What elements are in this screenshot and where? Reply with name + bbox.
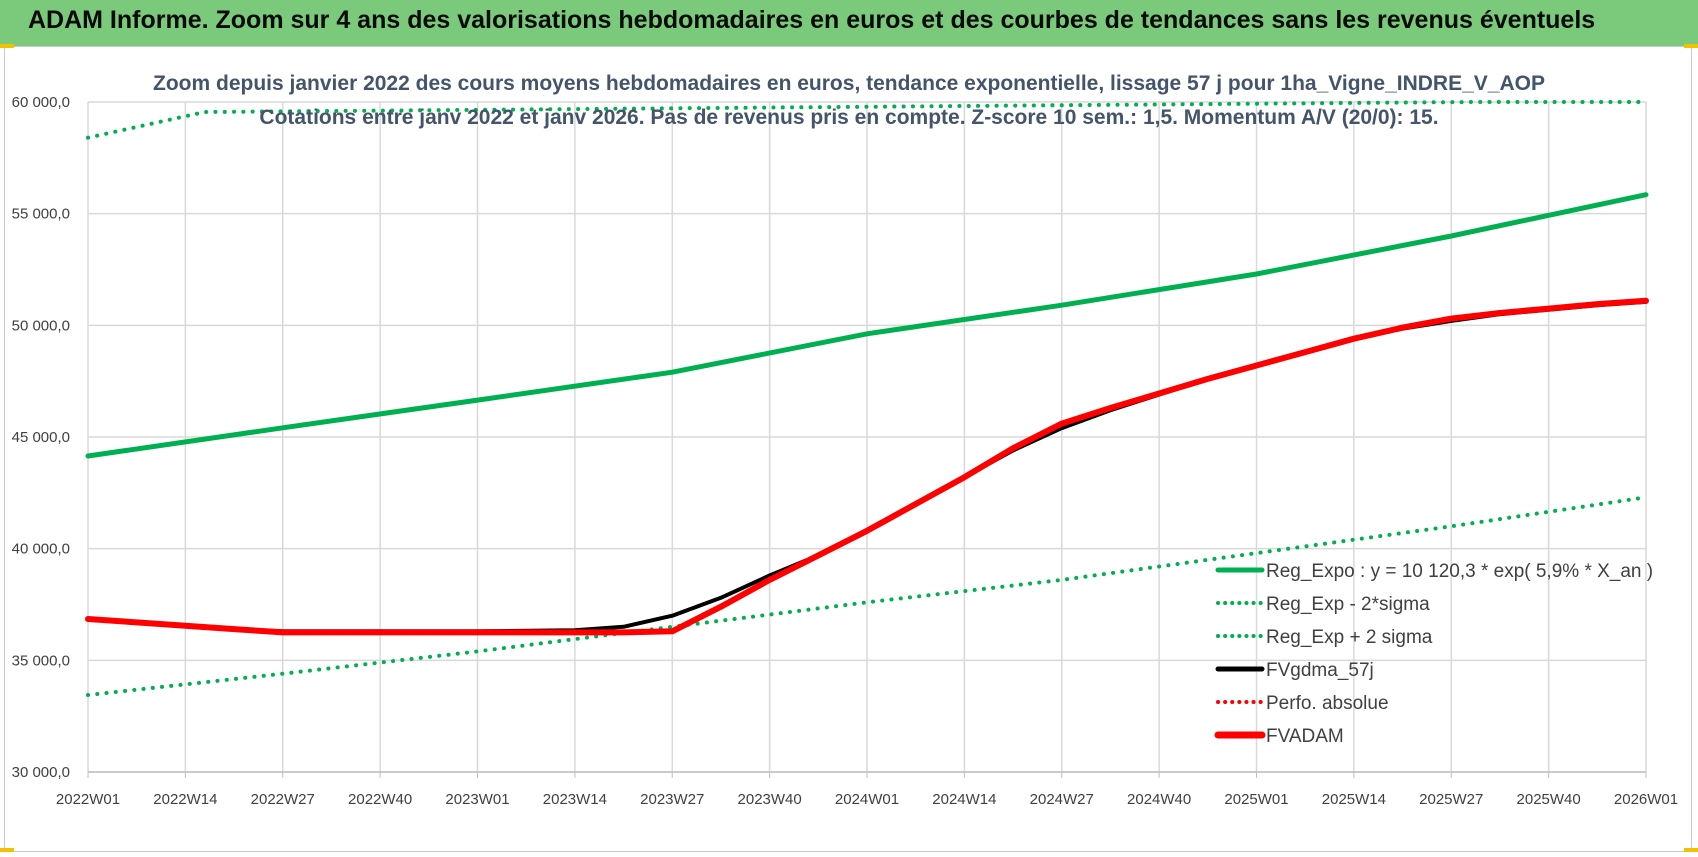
series-line-reg-exp — [86, 100, 1648, 140]
chart-grid — [87, 101, 1647, 773]
y-axis: 30 000,0 35 000,0 40 000,0 45 000,0 50 000,0… — [12, 94, 70, 781]
x-tick-label: 2024W40 — [1127, 791, 1191, 808]
y-tick-label: 60 000,0 — [12, 94, 70, 111]
x-tick-label: 2023W27 — [640, 791, 704, 808]
x-tick-label: 2026W01 — [1614, 791, 1678, 808]
series-line-reg-expo — [85, 192, 1649, 459]
series-line-fvadam — [85, 297, 1649, 636]
x-tick-label: 2023W40 — [738, 791, 802, 808]
corner-mark — [1684, 848, 1698, 852]
x-tick-label: 2025W27 — [1419, 791, 1483, 808]
x-tick-label: 2023W14 — [543, 791, 607, 808]
x-axis: 2022W01 2022W14 2022W27 2022W40 2023W01 2023W… — [56, 771, 1678, 808]
y-tick-label: 50 000,0 — [12, 317, 70, 334]
legend-label: Perfo. absolue — [1266, 693, 1389, 714]
y-tick-label: 45 000,0 — [12, 429, 70, 446]
x-tick-label: 2025W40 — [1517, 791, 1581, 808]
corner-mark — [0, 44, 14, 48]
y-tick-label: 35 000,0 — [12, 652, 70, 669]
legend-label: Reg_Exp - 2*sigma — [1266, 594, 1430, 615]
y-tick-label: 55 000,0 — [12, 206, 70, 223]
x-tick-label: 2022W40 — [348, 791, 412, 808]
x-tick-label: 2024W01 — [835, 791, 899, 808]
corner-mark — [1684, 44, 1698, 48]
y-tick-label: 40 000,0 — [12, 541, 70, 558]
legend-label: Reg_Expo : y = 10 120,3 * exp( 5,9% * X_… — [1266, 561, 1653, 582]
legend-label: FVADAM — [1266, 726, 1344, 747]
x-tick-label: 2023W01 — [445, 791, 509, 808]
corner-mark — [0, 848, 14, 852]
chart-series — [85, 100, 1649, 697]
chart-subtitle: Cotations entre janv 2022 et janv 2026. … — [259, 106, 1438, 129]
banner-title: ADAM Informe. Zoom sur 4 ans des valoris… — [28, 6, 1596, 34]
x-tick-label: 2022W01 — [56, 791, 120, 808]
x-tick-label: 2022W27 — [251, 791, 315, 808]
legend-label: FVgdma_57j — [1266, 660, 1374, 681]
series-line-reg-exp — [86, 495, 1648, 697]
x-tick-label: 2025W14 — [1322, 791, 1386, 808]
chart-title: Zoom depuis janvier 2022 des cours moyen… — [153, 72, 1545, 95]
x-tick-label: 2025W01 — [1224, 791, 1288, 808]
report-banner: ADAM Informe. Zoom sur 4 ans des valoris… — [0, 0, 1698, 46]
x-tick-label: 2022W14 — [153, 791, 217, 808]
legend-label: Reg_Exp + 2 sigma — [1266, 627, 1433, 648]
x-tick-label: 2024W14 — [932, 791, 996, 808]
chart-legend: Reg_Expo : y = 10 120,3 * exp( 5,9% * X_… — [1214, 561, 1653, 747]
x-tick-label: 2024W27 — [1030, 791, 1094, 808]
chart-frame — [4, 46, 1692, 852]
y-tick-label: 30 000,0 — [12, 764, 70, 781]
